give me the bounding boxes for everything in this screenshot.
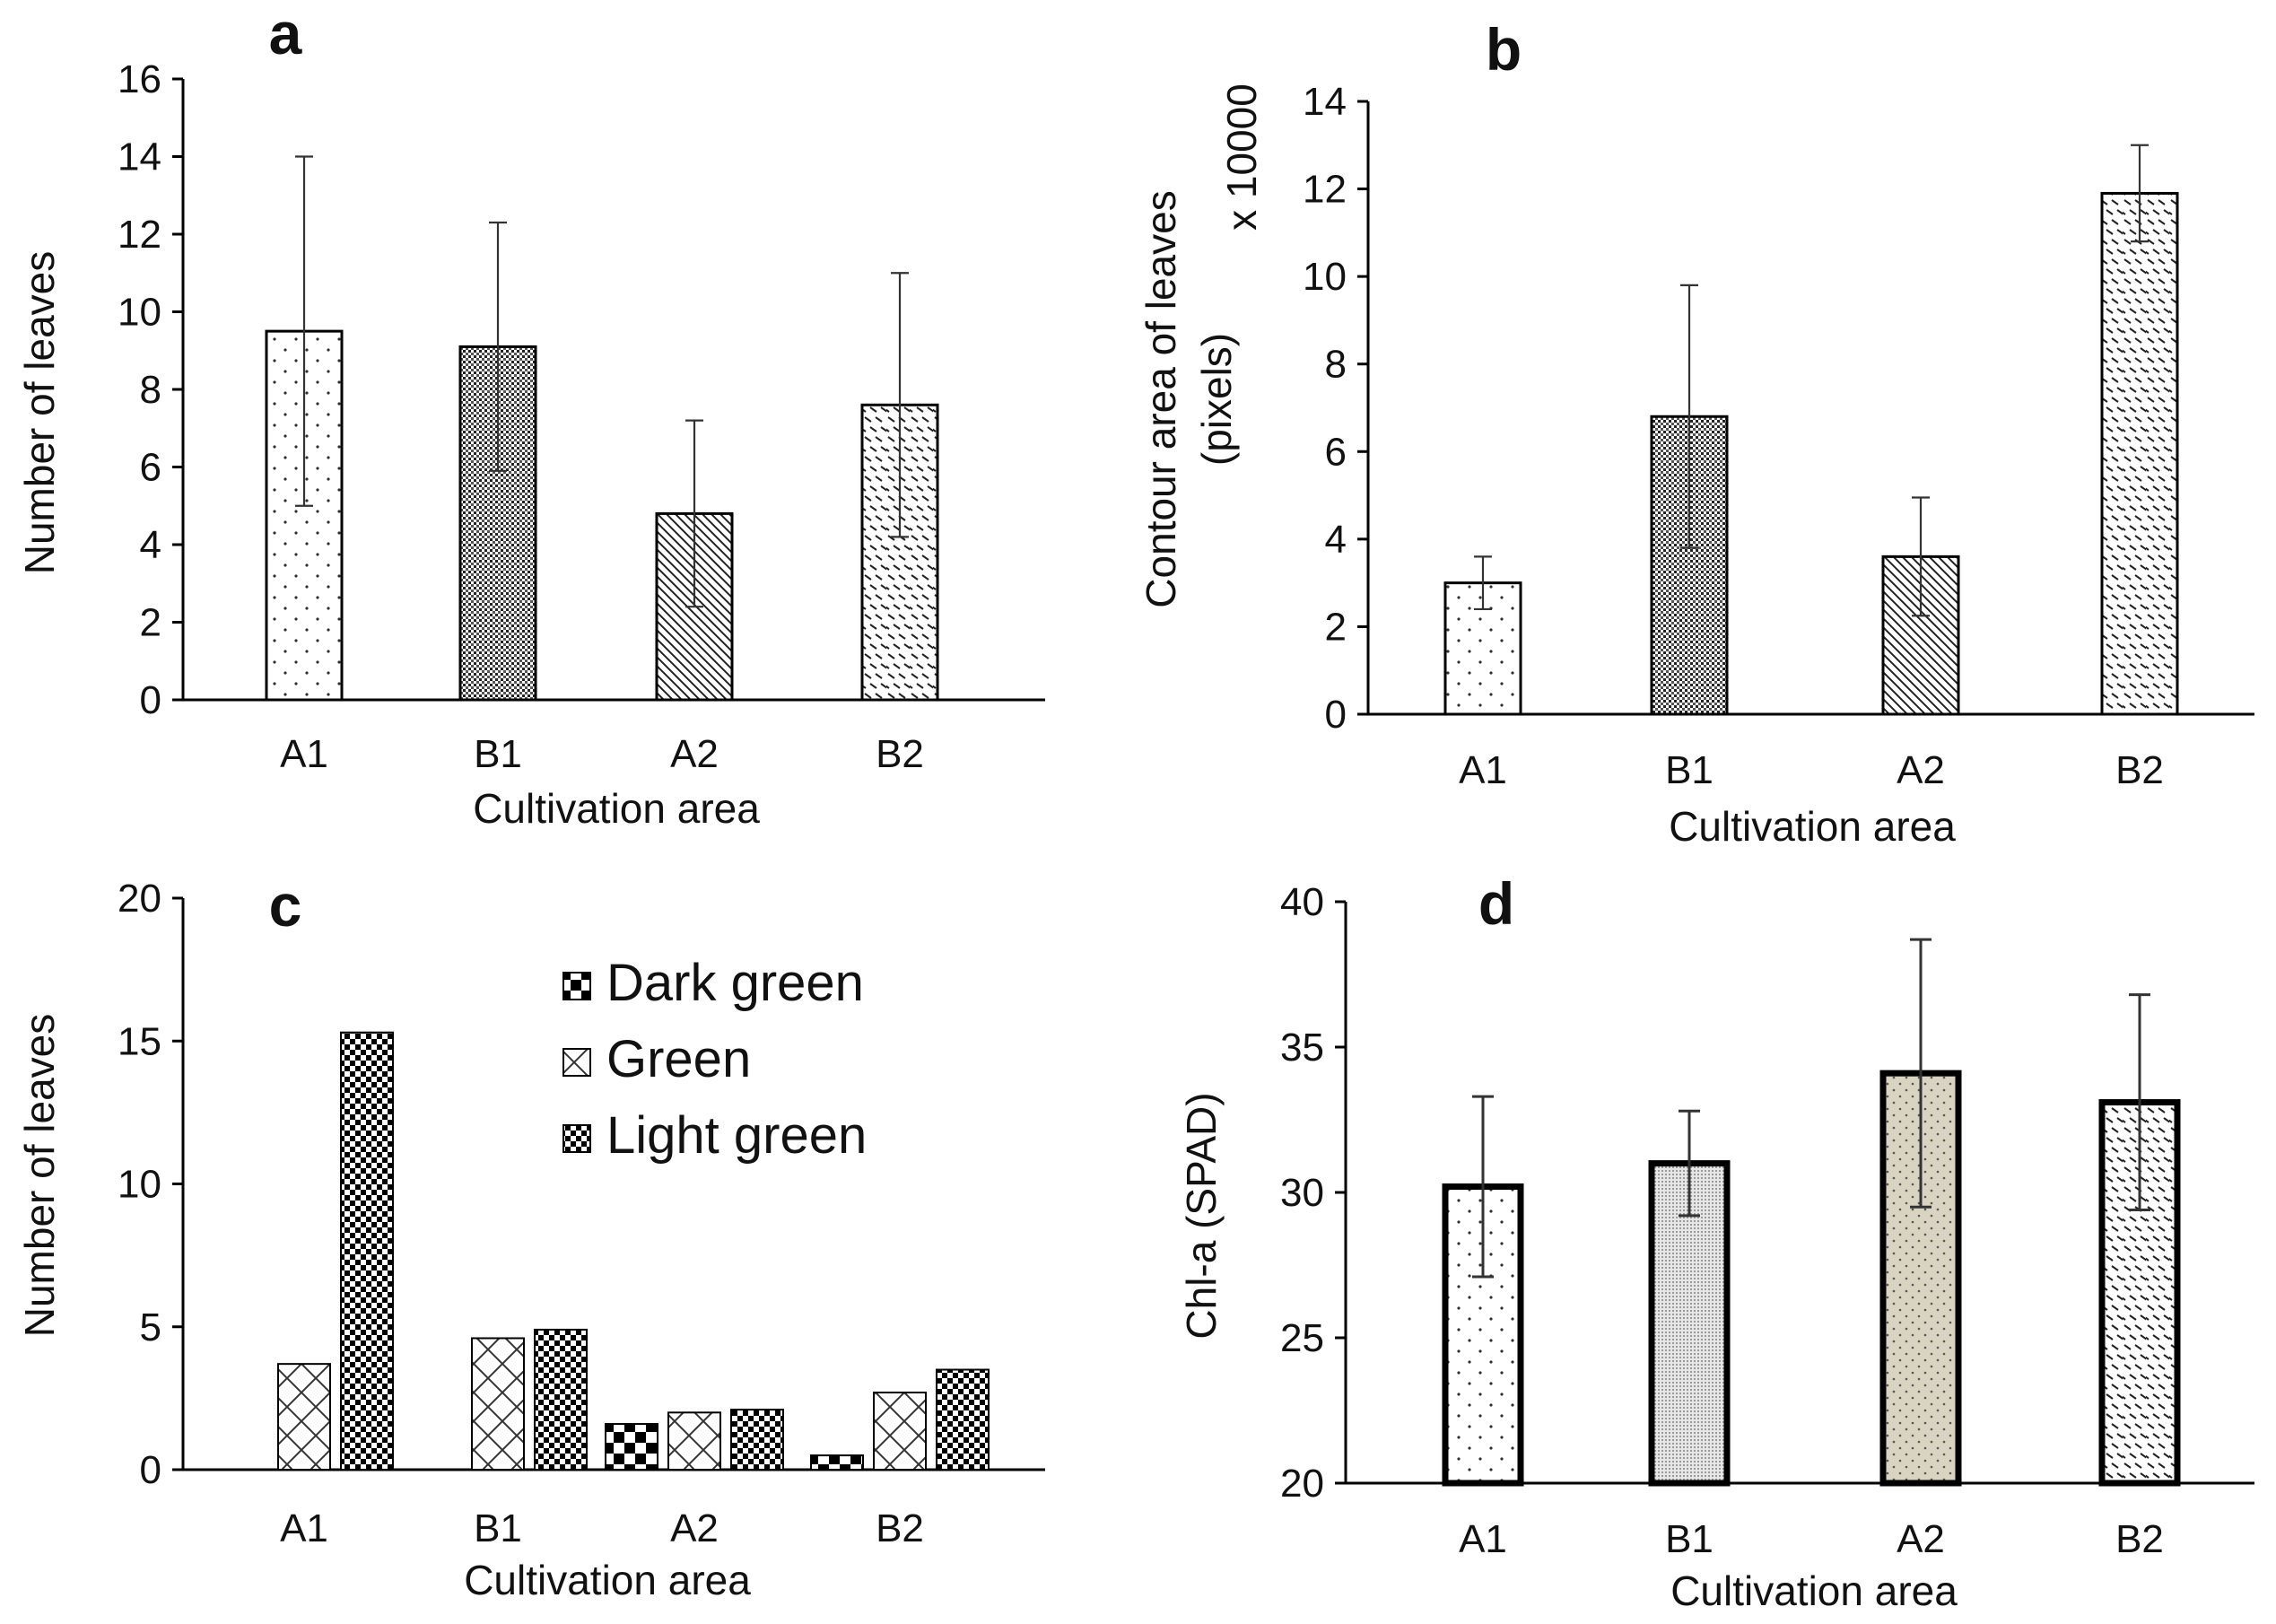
legend-label: Light green — [606, 1106, 867, 1165]
y-tick-label: 40 — [1280, 880, 1324, 924]
y-tick-label: 35 — [1280, 1026, 1324, 1070]
y-tick-label: 8 — [140, 368, 161, 412]
legend-swatch — [562, 1048, 591, 1077]
x-tick-label: B2 — [2115, 1517, 2164, 1561]
y-tick-label: 14 — [1303, 80, 1347, 124]
x-tick-label: B1 — [1665, 1517, 1714, 1561]
y-axis-label-b: Contour area of leaves — [1138, 190, 1184, 607]
bar-green-B2 — [873, 1392, 927, 1471]
y-tick-label: 25 — [1280, 1316, 1324, 1360]
x-tick-label: A1 — [1459, 748, 1507, 792]
y-tick-label: 8 — [1325, 343, 1347, 387]
bar-light-green-A1 — [340, 1031, 394, 1471]
y-axis-label-c: Number of leaves — [16, 1014, 63, 1338]
y-axis-label-b-line2: (pixels) — [1193, 333, 1240, 466]
y-tick-label: 12 — [118, 213, 161, 257]
y-tick-label: 15 — [118, 1019, 161, 1063]
bar-light-green-B2 — [936, 1368, 990, 1471]
bar-dark-green-A2 — [605, 1423, 658, 1471]
y-axis-label-a: Number of leaves — [16, 251, 63, 575]
y-tick-label: 4 — [1325, 518, 1347, 562]
legend-label: Dark green — [606, 954, 864, 1012]
chart-panel-d: d 20 25 30 35 40 A1 B1 A2 B2 Cultivation area Ch… — [1178, 870, 2254, 1614]
x-tick-label: A2 — [670, 1506, 719, 1550]
x-axis-label-a: Cultivation area — [473, 785, 760, 832]
x-axis-label-c: Cultivation area — [464, 1557, 751, 1603]
x-tick-label: B1 — [474, 1506, 522, 1550]
bars-d — [1442, 938, 2181, 1487]
legend-swatch — [562, 1124, 591, 1153]
y-tick-label: 2 — [140, 601, 161, 645]
bar-green-A1 — [277, 1363, 331, 1471]
chart-panel-c: c 0 5 10 15 20 A1 B1 A2 B2 Dark green Green Light … — [16, 872, 1045, 1603]
bar-dark-green-B2 — [810, 1454, 864, 1471]
y-tick-label: 30 — [1280, 1171, 1324, 1215]
bar-light-green-A2 — [730, 1409, 784, 1471]
x-axis-label-b: Cultivation area — [1669, 803, 1956, 850]
x-tick-label: A2 — [1897, 1517, 1945, 1561]
y-tick-label: 10 — [118, 291, 161, 335]
x-tick-label: B1 — [474, 732, 522, 776]
bar-light-green-B1 — [534, 1328, 588, 1471]
y-tick-label: 0 — [140, 678, 161, 722]
legend-swatch — [562, 972, 591, 1000]
x-tick-label: A1 — [280, 732, 328, 776]
x-axis-label-d: Cultivation area — [1670, 1567, 1958, 1614]
y-axis-unit-b: x 10000 — [1218, 83, 1265, 231]
bars-a — [265, 155, 939, 702]
panel-label-b: b — [1486, 16, 1522, 83]
legend-label: Green — [606, 1030, 751, 1088]
x-tick-label: A1 — [280, 1506, 328, 1550]
x-tick-label: A2 — [670, 732, 719, 776]
axes-a: 0 2 4 6 8 10 12 14 16 A1 B1 A2 B2 — [118, 57, 1045, 776]
y-tick-label: 6 — [140, 446, 161, 490]
panel-label-d: d — [1478, 870, 1514, 937]
x-tick-label: B2 — [2115, 748, 2164, 792]
y-tick-label: 4 — [140, 523, 161, 567]
y-tick-label: 20 — [118, 877, 161, 921]
x-tick-label: B1 — [1665, 748, 1714, 792]
axes-b: 0 2 4 6 8 10 12 14 A1 B1 A2 B2 — [1303, 80, 2254, 792]
y-tick-label: 0 — [1325, 693, 1347, 737]
y-tick-label: 2 — [1325, 605, 1347, 649]
panel-label-a: a — [269, 0, 303, 66]
y-tick-label: 14 — [118, 135, 161, 179]
y-tick-label: 16 — [118, 57, 161, 101]
x-tick-label: A1 — [1459, 1517, 1507, 1561]
y-tick-label: 5 — [140, 1305, 161, 1349]
y-tick-label: 10 — [118, 1163, 161, 1207]
y-tick-label: 12 — [1303, 168, 1347, 212]
legend-c: Dark green Green Light green — [562, 954, 867, 1165]
panel-label-c: c — [269, 872, 302, 939]
bars-b — [1443, 144, 2179, 716]
bar-green-A2 — [667, 1411, 721, 1471]
x-tick-label: B2 — [876, 732, 924, 776]
y-tick-label: 10 — [1303, 255, 1347, 299]
y-tick-label: 20 — [1280, 1462, 1324, 1506]
chart-panel-a: a 0 2 4 6 8 10 12 14 16 A1 B1 A2 B2 Cultivation area… — [16, 0, 1045, 832]
bar-green-B1 — [471, 1337, 525, 1471]
y-axis-label-d: Chl-a (SPAD) — [1178, 1092, 1225, 1339]
chart-panel-b: b 0 2 4 6 8 10 12 14 A1 B1 A2 B2 Cultivation area C… — [1138, 16, 2254, 850]
bars-c — [277, 1031, 990, 1471]
x-tick-label: B2 — [876, 1506, 924, 1550]
x-tick-label: A2 — [1897, 748, 1945, 792]
y-tick-label: 0 — [140, 1448, 161, 1492]
bar-B2 — [2100, 191, 2179, 716]
y-tick-label: 6 — [1325, 430, 1347, 474]
